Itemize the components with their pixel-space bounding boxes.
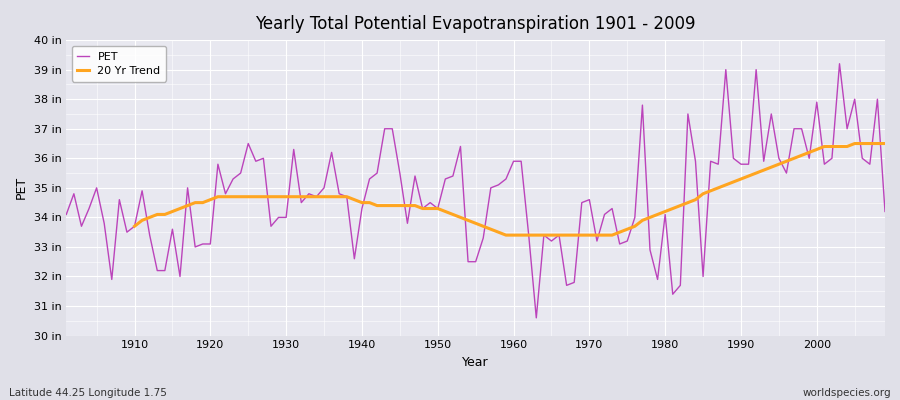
PET xyxy=(607,206,617,211)
20 Yr Trend xyxy=(303,194,314,199)
20 Yr Trend xyxy=(500,233,511,238)
Line: 20 Yr Trend: 20 Yr Trend xyxy=(134,144,885,235)
20 Yr Trend xyxy=(857,141,868,146)
20 Yr Trend xyxy=(584,233,595,238)
PET xyxy=(500,176,511,181)
20 Yr Trend xyxy=(273,194,284,199)
20 Yr Trend xyxy=(129,224,140,229)
PET xyxy=(508,159,519,164)
PET xyxy=(834,61,845,66)
Line: PET: PET xyxy=(67,64,885,318)
20 Yr Trend xyxy=(523,233,534,238)
Legend: PET, 20 Yr Trend: PET, 20 Yr Trend xyxy=(72,46,166,82)
Text: Latitude 44.25 Longitude 1.75: Latitude 44.25 Longitude 1.75 xyxy=(9,388,166,398)
20 Yr Trend xyxy=(826,144,837,149)
PET xyxy=(879,209,890,214)
PET xyxy=(334,191,345,196)
PET xyxy=(531,316,542,320)
Text: worldspecies.org: worldspecies.org xyxy=(803,388,891,398)
PET xyxy=(288,147,299,152)
Title: Yearly Total Potential Evapotranspiration 1901 - 2009: Yearly Total Potential Evapotranspiratio… xyxy=(256,15,696,33)
20 Yr Trend xyxy=(879,141,890,146)
X-axis label: Year: Year xyxy=(463,356,489,369)
20 Yr Trend xyxy=(850,141,860,146)
Y-axis label: PET: PET xyxy=(15,176,28,200)
PET xyxy=(122,230,132,234)
PET xyxy=(61,212,72,217)
